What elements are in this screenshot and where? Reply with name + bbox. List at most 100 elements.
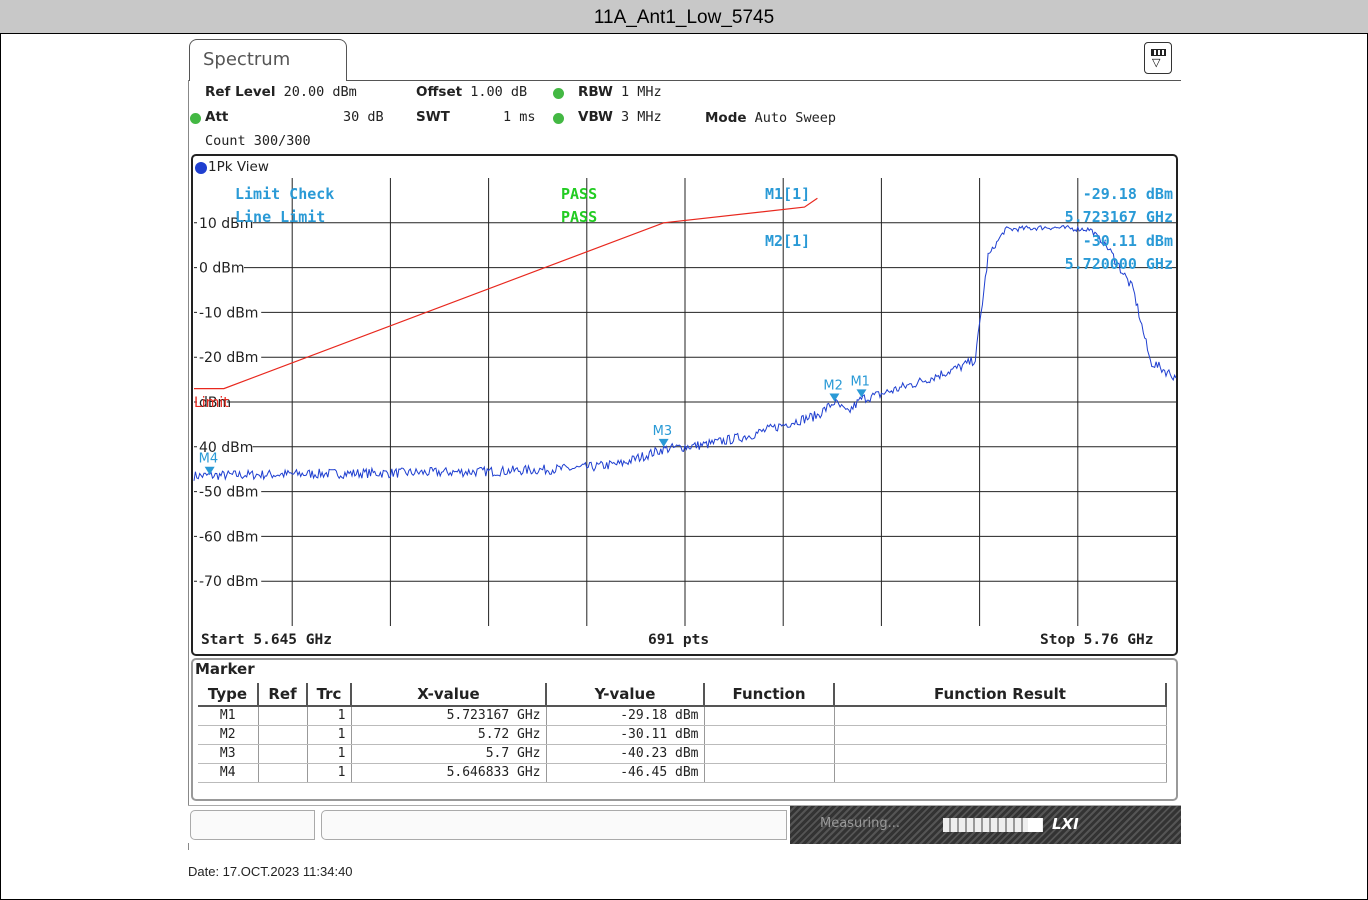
marker-cell: 5.723167 GHz — [351, 706, 547, 726]
marker-cell: 1 — [307, 763, 352, 783]
y-tick-label: 0 dBm — [199, 261, 245, 277]
m2-readout-label: M2[1] — [765, 232, 810, 250]
marker-cell — [704, 744, 835, 764]
y-tick-label-bg — [197, 393, 227, 411]
window-title: 11A_Ant1_Low_5745 — [0, 0, 1368, 34]
column-header-x-value: X-value — [351, 683, 547, 707]
marker-table-row[interactable]: M2 1 5.72 GHz -30.11 dBm — [198, 725, 1167, 745]
panel-left-edge — [188, 80, 189, 850]
marker-cell: 5.646833 GHz — [351, 763, 547, 783]
marker-cell: 1 — [307, 744, 352, 764]
mode-value: Auto Sweep — [754, 110, 836, 126]
line-limit-result: PASS — [561, 208, 597, 226]
marker-table-title: Marker — [195, 660, 255, 678]
y-tick-label-bg — [197, 258, 244, 277]
status-field-2 — [321, 810, 787, 840]
offset-setting[interactable]: Offset 1.00 dB — [416, 84, 528, 100]
triangle-down-icon: ▽ — [1152, 56, 1161, 69]
spectrum-trace — [193, 225, 1177, 481]
marker-cell: -46.45 dBm — [546, 763, 705, 783]
marker-triangle-m4 — [204, 466, 215, 475]
y-tick-label: -20 dBm — [199, 350, 258, 366]
sweep-count: Count 300/300 — [205, 133, 311, 149]
marker-cell — [834, 763, 1167, 783]
marker-tag-m3: M3 — [653, 424, 673, 439]
column-header-type: Type — [198, 683, 259, 707]
y-tick-label: dBm — [199, 395, 231, 411]
marker-cell: -40.23 dBm — [546, 744, 705, 764]
limit-line — [194, 197, 818, 390]
vbw-setting[interactable]: VBW 3 MHz — [578, 109, 662, 125]
marker-tag-m2: M2 — [823, 378, 843, 393]
rbw-status-dot — [553, 88, 564, 99]
marker-triangle-m3 — [658, 438, 669, 447]
m2-readout-level: -30.11 dBm — [1083, 232, 1173, 250]
capture-date: Date: 17.OCT.2023 11:34:40 — [188, 864, 353, 879]
att-status-dot — [190, 113, 201, 124]
swt-label[interactable]: SWT — [416, 109, 450, 125]
column-header-y-value: Y-value — [546, 683, 705, 707]
column-header-trc: Trc — [307, 683, 352, 707]
marker-table-row[interactable]: M1 1 5.723167 GHz -29.18 dBm — [198, 706, 1167, 726]
m1-readout-frequency: 5.723167 GHz — [1065, 208, 1173, 226]
sweep-points: 691 pts — [648, 632, 710, 648]
marker-triangle-m1 — [856, 389, 867, 398]
marker-cell — [704, 706, 835, 726]
swt-value[interactable]: 1 ms — [503, 109, 536, 125]
y-tick-label-bg — [197, 437, 253, 456]
marker-table: Type Ref Trc X-value Y-value Function Fu… — [198, 683, 1167, 783]
marker-cell — [258, 763, 308, 783]
marker-table-header-row: Type Ref Trc X-value Y-value Function Fu… — [198, 683, 1167, 707]
tab-spectrum[interactable]: Spectrum — [189, 39, 347, 81]
marker-cell — [704, 725, 835, 745]
offset-value: 1.00 dB — [470, 84, 528, 100]
status-field-1 — [190, 810, 315, 840]
marker-cell — [704, 763, 835, 783]
measuring-status: Measuring... — [820, 816, 901, 831]
att-value[interactable]: 30 dB — [343, 109, 384, 125]
m1-readout-level: -29.18 dBm — [1083, 185, 1173, 203]
marker-cell — [834, 706, 1167, 726]
spectrum-plot[interactable]: 10 dBm 0 dBm -10 dBm -20 dBm dBm 40 dBm -50 dB… — [188, 38, 1181, 658]
mode-setting[interactable]: Mode Auto Sweep — [705, 110, 836, 126]
marker-tag-m1: M1 — [850, 374, 870, 389]
rbw-value: 1 MHz — [620, 84, 662, 100]
rbw-setting[interactable]: RBW 1 MHz — [578, 84, 662, 100]
vbw-value: 3 MHz — [621, 109, 662, 125]
ref-level-setting[interactable]: Ref Level 20.00 dBm — [205, 84, 357, 100]
y-tick-label-bg — [197, 482, 262, 501]
y-tick-label-bg — [197, 213, 253, 232]
marker-cell: -29.18 dBm — [546, 706, 705, 726]
y-tick-label-bg — [197, 303, 262, 322]
column-header-function-result: Function Result — [834, 683, 1167, 707]
marker-cell: 1 — [307, 725, 352, 745]
line-limit-label: Line Limit — [235, 208, 325, 226]
tab-spectrum-label: Spectrum — [203, 49, 291, 70]
trace-indicator-dot — [195, 162, 207, 174]
ref-level-value: 20.00 dBm — [283, 84, 357, 100]
marker-cell: 5.7 GHz — [351, 744, 547, 764]
vbw-status-dot — [553, 113, 564, 124]
marker-cell — [834, 725, 1167, 745]
stop-frequency: Stop 5.76 GHz — [1040, 632, 1154, 648]
marker-cell: M3 — [198, 744, 259, 764]
y-tick-label-bg — [197, 527, 262, 546]
y-tick-label-bg — [197, 572, 262, 591]
att-label[interactable]: Att — [205, 109, 229, 125]
marker-table-row[interactable]: M4 1 5.646833 GHz -46.45 dBm — [198, 763, 1167, 783]
y-tick-label-bg — [197, 348, 262, 367]
marker-cell: M2 — [198, 725, 259, 745]
marker-cell — [258, 725, 308, 745]
measuring-progress-bar — [943, 818, 1043, 832]
y-tick-label: -50 dBm — [199, 485, 258, 501]
window-menu-button[interactable]: ▽ — [1144, 42, 1172, 74]
marker-table-row[interactable]: M3 1 5.7 GHz -40.23 dBm — [198, 744, 1167, 764]
tab-divider — [346, 80, 1181, 81]
y-tick-label: -60 dBm — [199, 529, 258, 545]
view-label: 1Pk View — [208, 159, 269, 175]
marker-cell: 1 — [307, 706, 352, 726]
marker-cell — [258, 706, 308, 726]
marker-cell: M4 — [198, 763, 259, 783]
spectrum-analyzer-panel: Spectrum ▽ Ref Level 20.00 dBm Offset 1.… — [188, 38, 1181, 850]
limit-check-label: Limit Check — [235, 185, 334, 203]
